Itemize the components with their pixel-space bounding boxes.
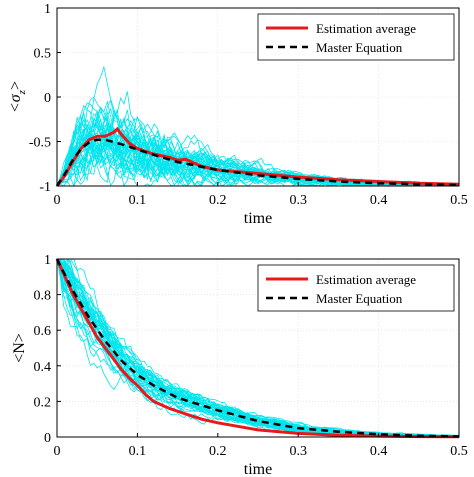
- y-axis-label-n: <N>: [11, 333, 28, 363]
- legend-label-estimation-average: Estimation average: [316, 272, 416, 287]
- series-group-sigma-z: [55, 126, 460, 187]
- x-tick-label-1: 0.1: [129, 193, 147, 208]
- series-line-n-estimation-average: [55, 258, 460, 439]
- legend-label-master-equation: Master Equation: [316, 40, 403, 55]
- plot-frame-n: [56, 258, 460, 438]
- x-tick-label-3: 0.3: [289, 444, 307, 459]
- legend-box: [257, 264, 455, 312]
- x-tick-label-5: 0.5: [450, 444, 468, 459]
- x-ticks-sigma-z: 0 0.1 0.2 0.3 0.4 0.5: [54, 182, 468, 208]
- x-axis-label-n: time: [244, 461, 272, 477]
- y-axis-label-main: <σ: [7, 93, 24, 113]
- legend-sigma-z: Estimation average Master Equation: [257, 13, 455, 61]
- x-tick-label-4: 0.4: [370, 193, 388, 208]
- x-tick-label-5: 0.5: [450, 193, 468, 208]
- y-axis-label-sub: z: [16, 89, 28, 95]
- y-tick-label-5: 1: [44, 253, 51, 268]
- y-ticks-n: 0 0.2 0.4 0.6 0.8 1: [34, 253, 61, 446]
- series-line-sigma-z-master-equation: [55, 138, 460, 187]
- legend-n: Estimation average Master Equation: [257, 264, 455, 312]
- x-tick-label-1: 0.1: [129, 444, 147, 459]
- legend-label-estimation-average: Estimation average: [316, 21, 416, 36]
- x-tick-label-2: 0.2: [209, 444, 227, 459]
- legend-box: [257, 13, 455, 61]
- x-tick-label-0: 0: [54, 444, 61, 459]
- x-tick-label-0: 0: [54, 193, 61, 208]
- y-axis-label-sigma-z: <σz>: [7, 81, 28, 113]
- x-ticks-n: 0 0.1 0.2 0.3 0.4 0.5: [54, 433, 468, 459]
- chart-panel-n: 0 0.1 0.2 0.3 0.4 0.5 0 0.2 0.4 0.6 0.8 1 time <N>…: [11, 253, 468, 477]
- series-line-n-master-equation: [55, 258, 460, 438]
- trajectory-group-n: [56, 258, 460, 438]
- trajectory-group-sigma-z: [56, 65, 460, 188]
- y-tick-label-1: 0.2: [34, 395, 52, 410]
- y-axis-label-end: >: [7, 81, 24, 90]
- y-tick-label-4: 0.8: [34, 289, 52, 304]
- y-tick-label-0: 0: [44, 431, 51, 446]
- y-tick-label-3: 0.5: [34, 47, 52, 62]
- chart-panel-sigma-z: 0 0.1 0.2 0.3 0.4 0.5 -1 -0.5 0 0.5 1 time <σz> E…: [7, 2, 468, 227]
- x-tick-label-3: 0.3: [289, 193, 307, 208]
- trajectory-line-n-32: [56, 258, 460, 438]
- y-tick-label-4: 1: [44, 2, 51, 17]
- x-tick-label-4: 0.4: [370, 444, 388, 459]
- y-tick-label-2: 0.4: [34, 360, 52, 375]
- y-tick-label-3: 0.6: [34, 324, 52, 339]
- series-group-n: [55, 258, 460, 439]
- y-tick-label-1: -0.5: [29, 136, 51, 151]
- y-tick-label-0: -1: [39, 180, 51, 195]
- x-tick-label-2: 0.2: [209, 193, 227, 208]
- legend-label-master-equation: Master Equation: [316, 291, 403, 306]
- x-axis-label-sigma-z: time: [244, 210, 272, 227]
- y-ticks-sigma-z: -1 -0.5 0 0.5 1: [29, 2, 61, 195]
- y-tick-label-2: 0: [44, 91, 51, 106]
